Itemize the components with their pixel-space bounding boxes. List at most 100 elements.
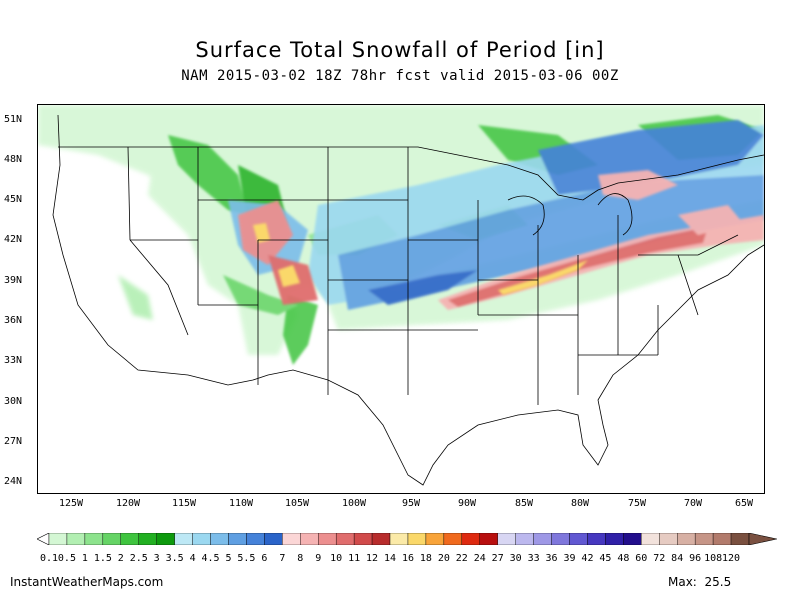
- lon-label: 65W: [734, 498, 754, 509]
- colorbar-tick-label: 8: [297, 553, 304, 564]
- colorbar-swatch: [461, 533, 480, 545]
- lon-label: 80W: [570, 498, 590, 509]
- colorbar-swatch: [425, 533, 445, 545]
- colorbar-swatch: [335, 533, 355, 545]
- lat-label: 45N: [4, 194, 23, 205]
- max-value-readout: Max: 25.5: [668, 575, 731, 589]
- colorbar-tick-label: 12: [366, 553, 379, 564]
- colorbar-tick-label: 5: [225, 553, 232, 564]
- colorbar-swatch: [515, 533, 534, 545]
- lon-label: 70W: [683, 498, 703, 509]
- colorbar-tick-label: 96: [689, 553, 702, 564]
- lon-label: 125W: [58, 498, 84, 509]
- colorbar-swatch: [551, 533, 570, 545]
- colorbar-swatch: [318, 533, 337, 545]
- colorbar-tick-label: 10: [330, 553, 343, 564]
- colorbar-swatch: [389, 533, 409, 545]
- colorbar-swatch: [48, 533, 68, 545]
- colorbar-swatch: [84, 533, 104, 545]
- colorbar-tick-label: 2: [117, 553, 124, 564]
- colorbar-tick-label: 45: [599, 553, 612, 564]
- map-subtitle: NAM 2015-03-02 18Z 78hr fcst valid 2015-…: [181, 68, 619, 84]
- colorbar-swatch: [120, 533, 139, 545]
- colorbar-swatch: [138, 533, 157, 545]
- max-label: Max:: [668, 575, 697, 589]
- colorbar-tick-label: 4: [189, 553, 196, 564]
- lat-label: 36N: [4, 315, 23, 326]
- colorbar-tick-label: 20: [437, 553, 450, 564]
- colorbar-swatch: [569, 533, 588, 545]
- colorbar-tick-label: 6: [261, 553, 268, 564]
- colorbar-tick-label: 30: [509, 553, 522, 564]
- colorbar-tick-label: 84: [671, 553, 684, 564]
- colorbar-swatch: [641, 533, 660, 545]
- colorbar-tick-label: 60: [635, 553, 648, 564]
- colorbar-tick-label: 11: [348, 553, 361, 564]
- max-value: 25.5: [704, 575, 732, 589]
- lon-label: 120W: [115, 498, 141, 509]
- colorbar-swatch: [371, 533, 391, 545]
- lat-label: 33N: [4, 355, 23, 366]
- colorbar-tick-label: 36: [545, 553, 558, 564]
- colorbar-tick-label: 0.1: [39, 553, 59, 564]
- snow-band-yellow: [253, 223, 588, 295]
- colorbar-tick-label: 120: [722, 553, 741, 564]
- colorbar-max-arrow: [748, 533, 777, 545]
- lon-label: 75W: [627, 498, 647, 509]
- colorbar-tick-label: 0.5: [57, 553, 76, 564]
- colorbar-swatch: [353, 533, 373, 545]
- colorbar-swatch: [533, 533, 552, 545]
- lat-label: 30N: [4, 396, 23, 407]
- map-canvas: [38, 105, 764, 486]
- colorbar-swatch: [479, 533, 498, 545]
- colorbar-tick-label: 1.5: [93, 553, 112, 564]
- colorbar-tick-label: 14: [383, 553, 397, 564]
- colorbar-tick-label: 108: [704, 553, 723, 564]
- colorbar-tick-label: 16: [401, 553, 414, 564]
- colorbar-tick-label: 24: [473, 553, 486, 564]
- colorbar-tick-label: 27: [491, 553, 504, 564]
- colorbar-swatch: [497, 533, 516, 545]
- colorbar-swatch: [407, 533, 427, 545]
- colorbar-swatch: [623, 533, 642, 545]
- lon-label: 105W: [284, 498, 310, 509]
- colorbar-swatch: [264, 533, 283, 545]
- colorbar-tick-label: 72: [653, 553, 666, 564]
- map-title: Surface Total Snowfall of Period [in]: [195, 38, 605, 62]
- colorbar-swatch: [730, 533, 750, 545]
- colorbar-swatch: [210, 533, 229, 545]
- colorbar-tick-label: 33: [527, 553, 540, 564]
- colorbar-swatch: [246, 533, 265, 545]
- colorbar-swatch: [659, 533, 678, 545]
- colorbar-swatch: [156, 533, 175, 545]
- lon-label: 115W: [171, 498, 197, 509]
- colorbar-swatch: [587, 533, 606, 545]
- colorbar-tick-label: 3: [153, 553, 160, 564]
- lat-label: 48N: [4, 154, 23, 165]
- colorbar-tick-label: 48: [617, 553, 630, 564]
- colorbar-tick-label: 42: [581, 553, 594, 564]
- colorbar-tick-label: 4.5: [201, 553, 220, 564]
- colorbar-swatch: [712, 533, 732, 545]
- colorbar-tick-label: 18: [419, 553, 432, 564]
- colorbar-swatch: [192, 533, 211, 545]
- colorbar-tick-label: 2.5: [129, 553, 148, 564]
- colorbar-swatch: [677, 533, 696, 545]
- colorbar-swatch: [300, 533, 319, 545]
- lat-label: 24N: [4, 476, 23, 487]
- colorbar-swatch: [102, 533, 121, 545]
- lon-label: 90W: [457, 498, 477, 509]
- colorbar-swatch: [443, 533, 463, 545]
- colorbar-tick-label: 9: [315, 553, 322, 564]
- colorbar-tick-label: 22: [455, 553, 468, 564]
- source-credit: InstantWeatherMaps.com: [10, 575, 164, 589]
- lat-label: 27N: [4, 436, 23, 447]
- lat-label: 39N: [4, 275, 23, 286]
- lon-label: 85W: [514, 498, 534, 509]
- colorbar-tick-label: 5.5: [237, 553, 256, 564]
- colorbar-swatch: [66, 533, 86, 545]
- snowfall-map: [37, 104, 765, 494]
- colorbar-tick-label: 39: [563, 553, 576, 564]
- colorbar-tick-label: 3.5: [165, 553, 184, 564]
- colorbar-swatch: [174, 533, 193, 545]
